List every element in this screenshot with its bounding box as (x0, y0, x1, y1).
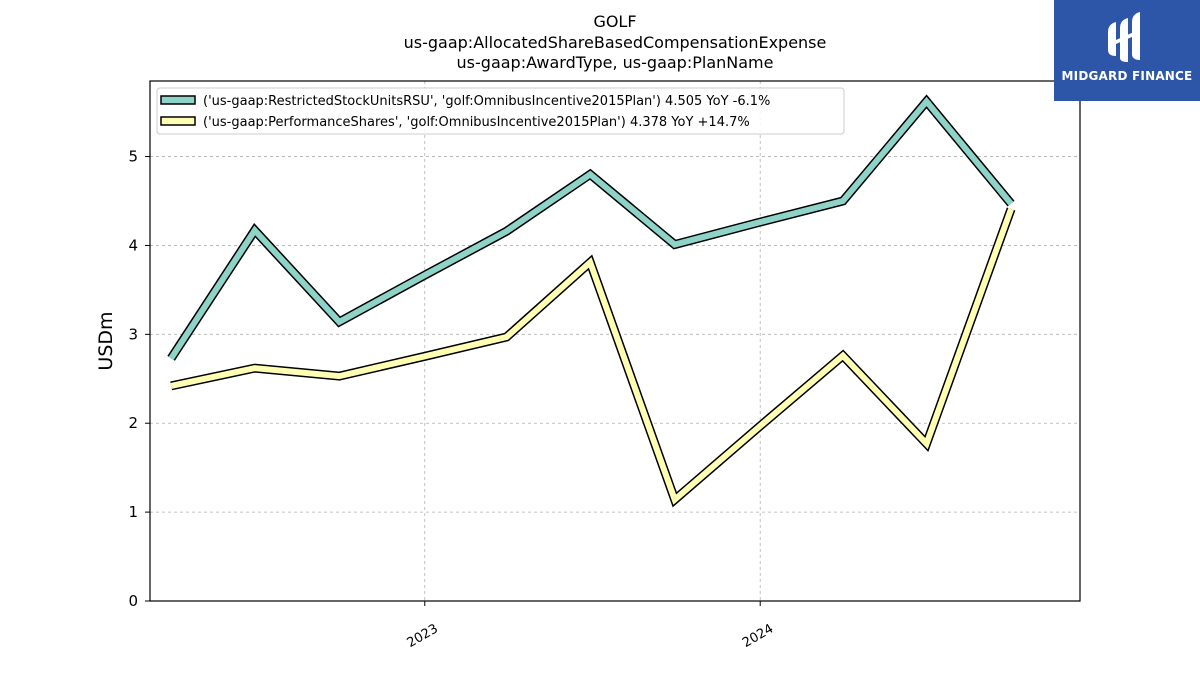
midgard-finance-logo: MIDGARD FINANCE (1054, 0, 1200, 101)
series-1-line (168, 96, 1014, 360)
series-2-line (170, 207, 1014, 505)
chart-title-line-1: GOLF (593, 12, 636, 31)
series-2-outline (170, 207, 1016, 508)
logo-mark-icon (1108, 12, 1140, 62)
legend-label-1: ('us-gaap:RestrictedStockUnitsRSU', 'gol… (203, 94, 770, 109)
x-tick-label: 2024 (740, 621, 776, 651)
y-tick-label: 5 (128, 148, 138, 166)
legend-swatch-2 (160, 116, 196, 126)
series-1-outline (167, 94, 1015, 361)
y-tick-label: 0 (128, 592, 138, 610)
chart-title: GOLF us-gaap:AllocatedShareBasedCompensa… (404, 12, 827, 72)
x-tick-label: 2023 (405, 621, 441, 651)
y-axis-label: USDm (95, 311, 117, 370)
series-lines (167, 94, 1016, 508)
y-tick-label: 4 (128, 236, 138, 254)
legend: ('us-gaap:RestrictedStockUnitsRSU', 'gol… (156, 87, 845, 135)
plot-frame (149, 80, 1081, 602)
logo-text: MIDGARD FINANCE (1061, 69, 1193, 83)
chart-title-line-2: us-gaap:AllocatedShareBasedCompensationE… (404, 33, 827, 52)
y-tick-label: 3 (128, 325, 138, 343)
y-tick-label: 1 (128, 503, 138, 521)
legend-label-2: ('us-gaap:PerformanceShares', 'golf:Omni… (203, 115, 750, 130)
chart-title-line-3: us-gaap:AwardType, us-gaap:PlanName (457, 53, 774, 72)
legend-box (156, 87, 845, 135)
legend-swatch-1 (160, 95, 196, 105)
y-tick-label: 2 (128, 414, 138, 432)
grid-lines (150, 81, 1080, 601)
